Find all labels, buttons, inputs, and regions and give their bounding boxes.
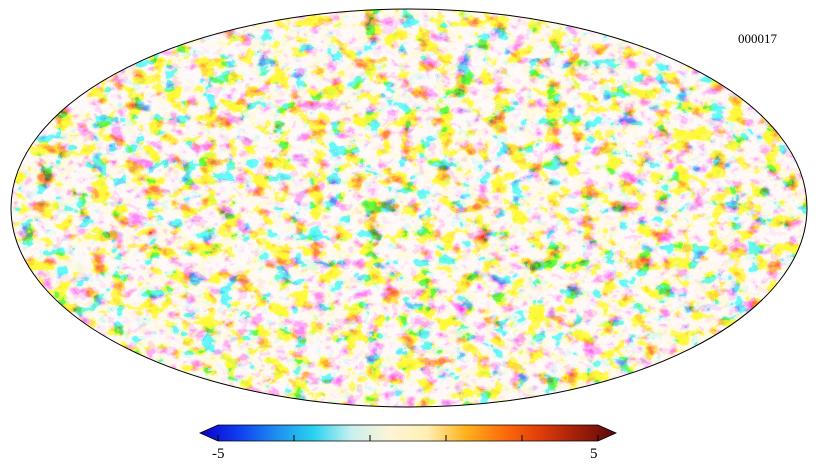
colorbar-max-label: 5 [590,446,598,462]
colorbar-min-label: -5 [212,446,225,462]
colorbar-bar [199,424,617,442]
colorbar-ticks [217,435,599,441]
sky-map: 000017 [10,8,808,408]
mollweide-map [10,8,808,408]
colorbar: -5 5 [198,424,618,474]
temperature-field [11,9,807,407]
map-outline [10,8,808,408]
colorbar-gradient [199,424,617,442]
map-id-label: 000017 [738,31,777,46]
